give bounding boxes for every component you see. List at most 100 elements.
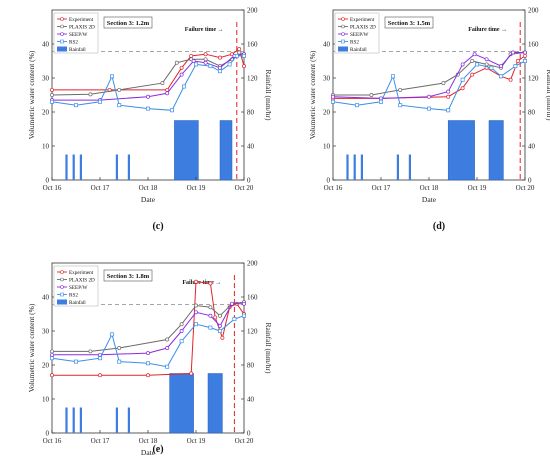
rainfall-block xyxy=(174,120,199,181)
data-point xyxy=(460,62,465,67)
y2-tick-label: 160 xyxy=(247,41,258,49)
y2-tick-label: 0 xyxy=(247,177,251,185)
data-point xyxy=(179,339,184,344)
y-tick-label: 0 xyxy=(46,177,50,185)
rainfall-bar xyxy=(72,154,75,180)
failure-time-label: Failure time → xyxy=(182,280,221,286)
failure-time-label: Failure time → xyxy=(468,27,507,33)
rainfall-bar xyxy=(353,154,356,180)
data-point xyxy=(110,74,114,79)
data-point xyxy=(110,332,114,337)
series-line-seepw xyxy=(52,303,244,356)
legend-label: SEEP/W xyxy=(69,32,88,38)
data-point xyxy=(470,72,475,77)
data-point xyxy=(208,313,213,318)
data-point xyxy=(203,52,208,57)
data-point xyxy=(427,106,431,111)
x-tick-label: Oct 17 xyxy=(372,184,391,192)
rainfall-block xyxy=(207,373,223,434)
legend-swatch-marker xyxy=(60,39,64,44)
data-point xyxy=(194,310,198,315)
data-point xyxy=(174,60,179,65)
y2-axis-label: Rainfall (mm/hr) xyxy=(264,322,273,374)
rainfall-bar xyxy=(408,154,411,180)
data-point xyxy=(391,74,395,79)
section-title: Section 3: 1.8m xyxy=(107,273,150,280)
x-tick-label: Oct 20 xyxy=(235,184,254,192)
data-point xyxy=(117,346,122,350)
y-tick-label: 40 xyxy=(323,41,331,49)
x-axis-label: Date xyxy=(141,448,156,457)
data-point xyxy=(117,87,122,92)
data-point xyxy=(170,108,174,113)
data-point xyxy=(189,371,194,376)
rainfall-bar xyxy=(79,154,82,180)
data-point xyxy=(218,65,222,70)
data-point xyxy=(165,346,170,350)
data-point xyxy=(88,349,93,354)
data-point xyxy=(218,313,222,318)
y2-tick-label: 160 xyxy=(528,41,539,49)
legend-swatch-rain xyxy=(57,46,67,52)
data-point xyxy=(74,359,78,364)
legend-label: SEEP/W xyxy=(350,32,369,38)
rainfall-bar xyxy=(360,154,363,180)
y2-tick-label: 80 xyxy=(528,109,536,117)
legend-label: Experiment xyxy=(69,17,94,23)
section-title: Section 3: 1.5m xyxy=(388,20,431,27)
data-point xyxy=(398,87,403,92)
legend-swatch-marker xyxy=(60,285,64,289)
data-point xyxy=(513,64,518,69)
rainfall-bar xyxy=(72,407,75,433)
data-point xyxy=(208,325,213,330)
data-point xyxy=(230,301,234,306)
legend-label: SEEP/W xyxy=(69,285,88,291)
panel-label: (c) xyxy=(152,221,163,232)
x-tick-label: Oct 16 xyxy=(324,184,343,192)
data-point xyxy=(489,65,494,70)
data-point xyxy=(165,87,170,92)
data-point xyxy=(98,99,102,104)
data-point xyxy=(441,81,446,86)
rainfall-bar xyxy=(115,154,118,180)
data-point xyxy=(218,55,222,60)
data-point xyxy=(179,65,184,70)
data-point xyxy=(208,64,213,69)
data-point xyxy=(74,103,78,108)
data-point xyxy=(446,94,451,99)
legend-label: Rainfall xyxy=(350,46,367,53)
data-point xyxy=(331,99,335,104)
legend-swatch-marker xyxy=(60,24,64,29)
rainfall-bar xyxy=(79,407,82,433)
data-point xyxy=(189,53,194,58)
data-point xyxy=(523,53,527,58)
y2-tick-label: 80 xyxy=(247,362,255,370)
y2-tick-label: 200 xyxy=(247,260,258,268)
x-tick-label: Oct 20 xyxy=(516,184,535,192)
y2-tick-label: 120 xyxy=(247,328,258,336)
y-tick-label: 0 xyxy=(327,177,331,185)
legend-label: PLAXIS 2D xyxy=(69,278,95,284)
y2-tick-label: 40 xyxy=(247,396,255,404)
x-tick-label: Oct 18 xyxy=(139,184,158,192)
legend-label: RS2 xyxy=(69,40,78,46)
data-point xyxy=(50,87,54,92)
section-title-box xyxy=(103,269,153,282)
data-point xyxy=(355,103,359,108)
y-axis-label: Volumetric water content (%) xyxy=(308,50,317,139)
y-tick-label: 30 xyxy=(42,328,50,336)
y-axis-label: Volumetric water content (%) xyxy=(27,50,36,139)
section-title-box xyxy=(103,16,153,29)
y-tick-label: 20 xyxy=(323,109,331,117)
y2-tick-label: 200 xyxy=(528,7,539,15)
y2-tick-label: 40 xyxy=(528,143,536,151)
legend-swatch-marker xyxy=(60,270,64,274)
legend-swatch-rain xyxy=(57,299,67,305)
data-point xyxy=(179,329,184,333)
data-point xyxy=(242,313,246,318)
data-point xyxy=(237,47,242,52)
data-point xyxy=(50,99,54,104)
y-tick-label: 20 xyxy=(42,109,50,117)
